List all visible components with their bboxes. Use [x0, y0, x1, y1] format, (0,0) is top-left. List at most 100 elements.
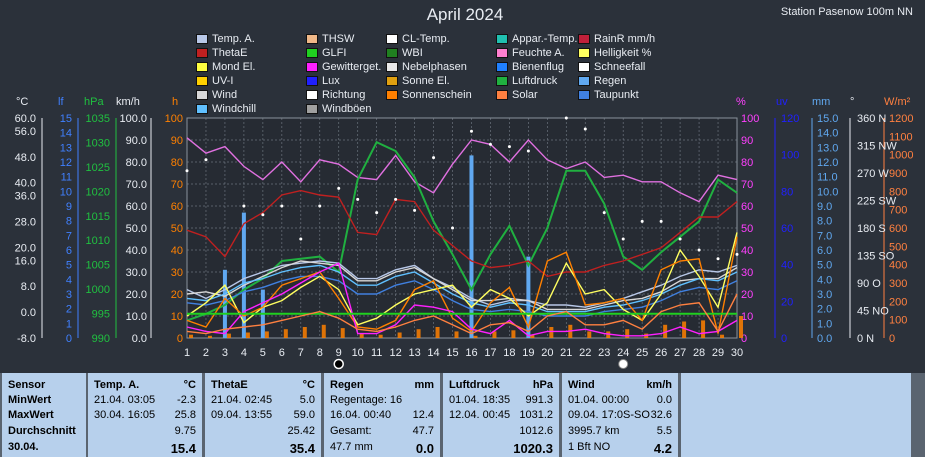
legend-swatch — [196, 47, 208, 58]
axis-tick-label: 400 — [889, 260, 907, 272]
stats-wind-name: Wind — [568, 379, 595, 391]
stats-theta-day: 35.4 — [289, 441, 315, 456]
legend-item: Regen — [578, 74, 626, 87]
axis-tick-label: 40 — [781, 260, 793, 272]
axis-tick-label: 11 — [61, 172, 72, 184]
legend-label: Windböen — [322, 102, 372, 115]
axis-tick-label: 0 — [889, 333, 895, 345]
legend-swatch — [196, 61, 208, 72]
axis-tick-label: 0.0 — [817, 333, 832, 345]
axis-tick-label: 3.0 — [817, 289, 832, 301]
series-line — [186, 189, 738, 278]
stats-wind-max: 32.6 — [650, 409, 672, 421]
axis-tick-label: 50.0 — [126, 223, 147, 235]
legend-item: Appar.-Temp. — [496, 32, 577, 45]
legend-swatch — [496, 89, 508, 100]
legend-label: Lux — [322, 74, 340, 87]
axis-tick-label: 60 — [781, 223, 793, 235]
sunshine-bar — [302, 327, 307, 338]
axis-tick-label: 30 — [741, 267, 753, 279]
stats-wind-min-time: 01.04. 00:00 — [568, 394, 630, 406]
sunshine-bar — [511, 330, 516, 338]
full-moon-icon — [618, 359, 629, 369]
legend-label: Schneefall — [594, 60, 646, 73]
x-tick-label: 9 — [336, 347, 342, 359]
axis-tick-label: 1100 — [889, 131, 913, 143]
series-line — [186, 232, 738, 326]
x-tick-label: 11 — [371, 347, 382, 359]
legend-item: Gewitterget. — [306, 60, 381, 73]
regen-bar — [241, 212, 246, 338]
richtung-point — [735, 252, 739, 256]
axis-tick-label: 48.0 — [15, 152, 36, 164]
richtung-point — [451, 226, 455, 230]
axis-tick-label: 3 — [66, 289, 72, 301]
x-tick-label: 18 — [503, 347, 515, 359]
axis-tick-label: 20.0 — [15, 242, 36, 254]
axis-tick-label: 40 — [741, 245, 753, 257]
axis-tick-label: 16.0 — [15, 255, 36, 267]
axis-tick-label: 1030 — [86, 137, 110, 149]
sunshine-bar — [416, 329, 421, 338]
legend-item: Wind — [196, 88, 237, 101]
legend-item: CL-Temp. — [386, 32, 450, 45]
axis-tick-label: 30.0 — [126, 267, 147, 279]
axis-unit-temp: °C — [16, 96, 29, 108]
axis-tick-label: 70.0 — [126, 179, 147, 191]
stats-theta-max-time: 09.04. 13:55 — [211, 409, 273, 421]
legend-swatch — [306, 33, 318, 44]
axis-tick-label: 30 — [171, 267, 183, 279]
axis-tick-label: 300 — [889, 278, 907, 290]
series-line — [186, 236, 738, 334]
chart-title: April 2024 — [426, 5, 504, 24]
sunshine-bar — [245, 332, 250, 338]
stats-regen: Regen mm Regentage: 16 16.04. 00:40 12.4 G… — [324, 373, 440, 457]
legend-item: Luftdruck — [496, 74, 557, 87]
axis-tick-label: 100 — [781, 150, 799, 162]
legend-swatch — [196, 33, 208, 44]
chart-area: 60.056.048.040.036.028.020.016.08.00.0-8… — [15, 113, 913, 370]
richtung-point — [564, 116, 568, 120]
legend-swatch — [306, 103, 318, 114]
axis-tick-label: 14 — [60, 128, 72, 140]
axis-tick-label: 1035 — [86, 113, 110, 125]
legend-label: Regen — [594, 74, 627, 87]
x-tick-label: 5 — [260, 347, 266, 359]
x-tick-label: 20 — [541, 347, 553, 359]
richtung-point — [394, 197, 398, 201]
legend-label: WBI — [402, 46, 423, 59]
axis-tick-label: 10.0 — [126, 311, 147, 323]
new-moon-icon — [333, 358, 344, 370]
legend-swatch — [496, 75, 508, 86]
legend-item: Mond El. — [196, 60, 255, 73]
axis-tick-label: 225 SW — [857, 196, 897, 208]
axis-unit-uv: uv — [776, 96, 788, 108]
legend-item: Lux — [306, 74, 340, 87]
axis-tick-label: 700 — [889, 205, 907, 217]
stats-wind-unit: km/h — [646, 379, 672, 391]
axis-tick-label: 9.0 — [817, 201, 832, 213]
stats-thetae: ThetaE °C 21.04. 02:45 5.0 09.04. 13:55 59.… — [205, 373, 321, 457]
axis-tick-label: 100 — [741, 113, 759, 125]
legend-label: Nebelphasen — [402, 60, 467, 73]
stats-regen-max-time: 16.04. 00:40 — [330, 409, 392, 421]
stats-temp-min-time: 21.04. 03:05 — [94, 394, 156, 406]
axis-tick-label: 270 W — [857, 168, 889, 180]
axis-tick-label: 100.0 — [119, 113, 147, 125]
richtung-point — [356, 197, 360, 201]
stats-druck-max: 1031.2 — [519, 409, 553, 421]
sunshine-bar — [359, 333, 364, 338]
stats-wind: Wind km/h 01.04. 00:00 0.0 09.04. 17:0S-SO… — [562, 373, 678, 457]
axis-tick-label: 800 — [889, 186, 907, 198]
axis-tick-label: 60.0 — [126, 201, 147, 213]
legend-swatch — [386, 47, 398, 58]
stats-theta-min: 5.0 — [299, 394, 315, 406]
legend-label: Sonnenschein — [402, 88, 472, 101]
stats-theta-max: 59.0 — [293, 409, 315, 421]
stats-theta-unit: °C — [302, 379, 315, 391]
stats-temp-unit: °C — [183, 379, 196, 391]
legend-swatch — [578, 75, 590, 86]
axis-tick-label: 80 — [741, 157, 753, 169]
x-tick-label: 27 — [674, 347, 686, 359]
legend-label: UV-I — [212, 74, 234, 87]
